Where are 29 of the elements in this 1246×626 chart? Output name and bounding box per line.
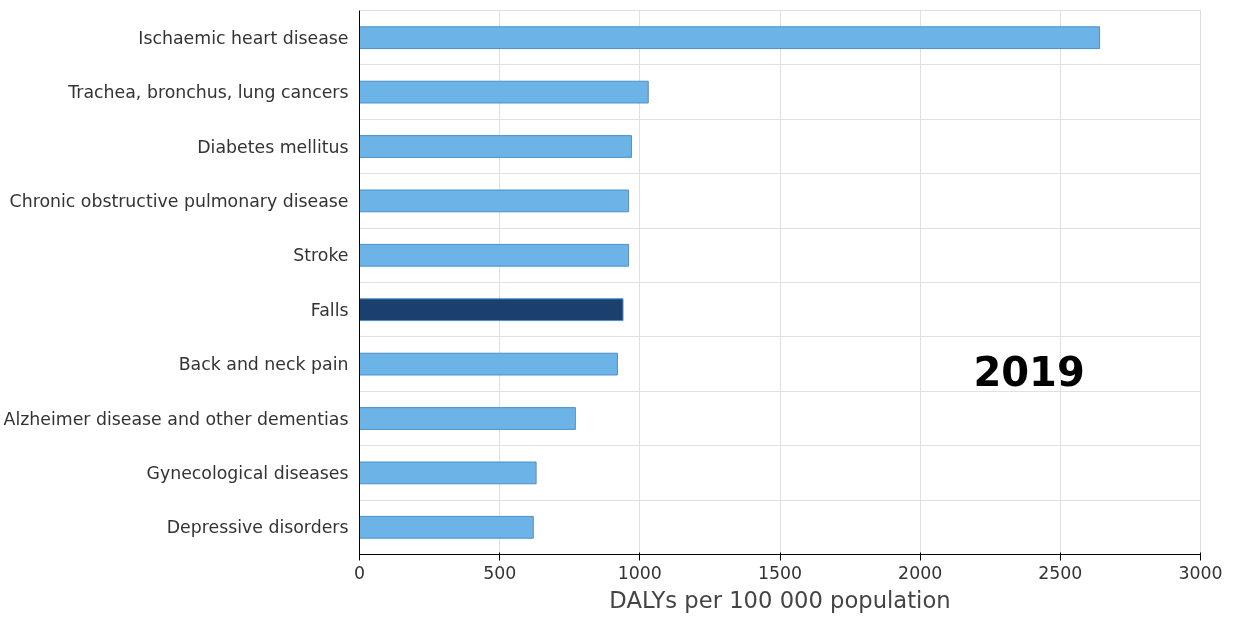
bar xyxy=(359,298,624,322)
x-axis-title: DALYs per 100 000 population xyxy=(609,586,951,613)
bar xyxy=(359,135,632,158)
y-tick-label: Chronic obstructive pulmonary disease xyxy=(9,190,349,211)
y-tick-label: Falls xyxy=(310,299,349,320)
bar xyxy=(359,80,649,104)
bar xyxy=(359,407,576,430)
bar xyxy=(359,461,537,485)
y-tick-label: Back and neck pain xyxy=(178,354,349,375)
bar xyxy=(359,352,618,376)
x-tick-label: 1500 xyxy=(757,562,803,583)
x-tick-label: 2500 xyxy=(1038,562,1083,583)
bar xyxy=(359,189,630,213)
x-tick-label: 500 xyxy=(483,562,517,583)
y-tick-label: Trachea, bronchus, lung cancers xyxy=(67,82,349,103)
y-tick-label: Depressive disorders xyxy=(166,517,349,538)
x-tick-label: 3000 xyxy=(1178,562,1223,583)
x-tick-label: 2000 xyxy=(898,562,943,583)
x-tick-label: 1000 xyxy=(617,562,662,583)
y-tick-label: Gynecological diseases xyxy=(146,462,349,483)
y-tick-label: Diabetes mellitus xyxy=(197,136,349,157)
y-tick-label: Ischaemic heart disease xyxy=(138,27,349,48)
annotation: 2019 xyxy=(973,348,1085,395)
bar xyxy=(359,26,1101,50)
bar xyxy=(359,515,534,539)
y-tick-label: Alzheimer disease and other dementias xyxy=(3,408,349,429)
bar xyxy=(359,243,630,267)
y-tick-label: Stroke xyxy=(293,245,349,266)
x-tick-label: 0 xyxy=(353,562,366,583)
